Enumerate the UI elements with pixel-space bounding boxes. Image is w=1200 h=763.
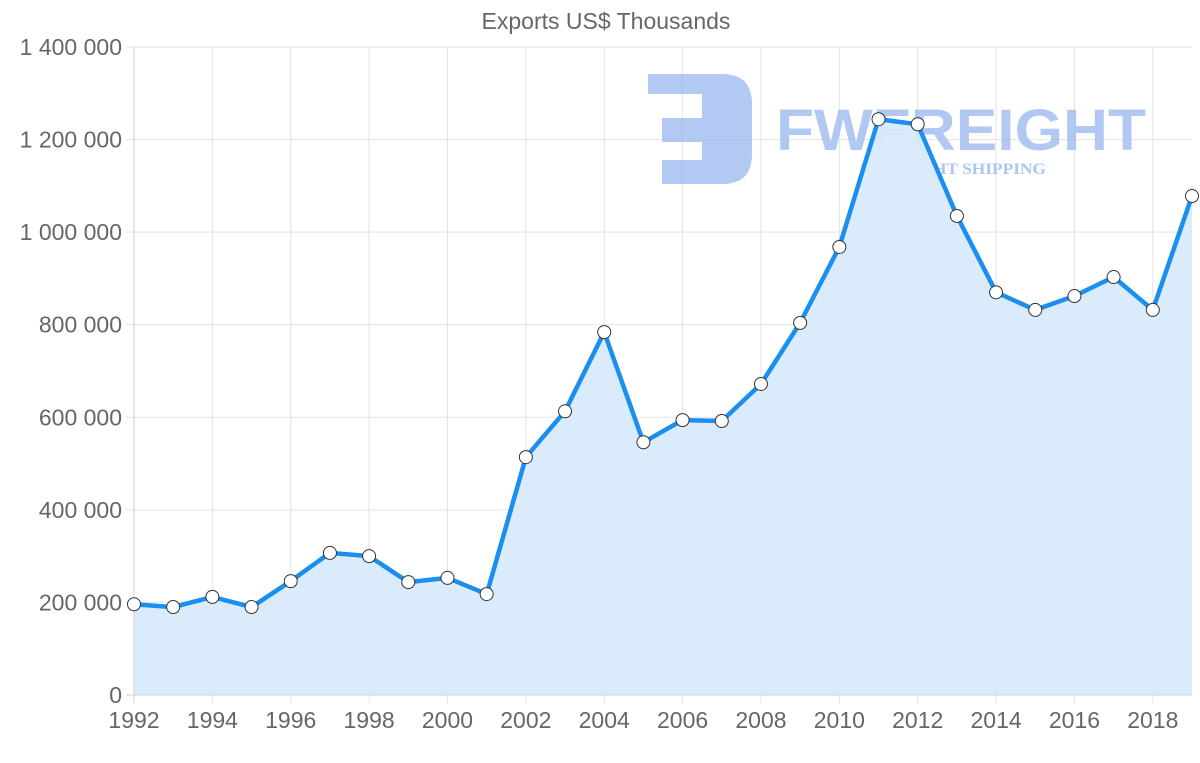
data-point-marker [401, 575, 416, 590]
y-tick-label: 1 400 000 [20, 34, 122, 60]
x-tick-label: 1998 [344, 707, 395, 733]
x-tick-label: 1994 [187, 707, 238, 733]
data-line [131, 116, 1195, 610]
data-point-marker [871, 112, 886, 127]
chart-title: Exports US$ Thousands [482, 8, 731, 34]
data-point-marker [949, 208, 964, 223]
series-line [131, 116, 1195, 610]
data-points [127, 112, 1199, 615]
data-point-marker [362, 549, 377, 564]
area-fill [134, 119, 1192, 695]
watermark-brand: FWFREIGHT [776, 98, 1146, 163]
x-tick-label: 1996 [265, 707, 316, 733]
x-tick-label: 1992 [108, 707, 159, 733]
x-axis-ticks: 1992 1994 1996 1998 2000 2002 2004 2006 2008 2010… [108, 707, 1178, 733]
data-point-marker [283, 574, 298, 589]
y-tick-label: 200 000 [39, 589, 122, 615]
data-point-marker [714, 413, 729, 428]
x-tick-label: 2002 [500, 707, 551, 733]
y-tick-label: 800 000 [39, 312, 122, 338]
y-tick-label: 1 000 000 [20, 219, 122, 245]
data-point-marker [1145, 302, 1160, 317]
x-tick-label: 2018 [1127, 707, 1178, 733]
y-tick-label: 0 [109, 682, 122, 708]
x-tick-label: 2000 [422, 707, 473, 733]
data-point-marker [1028, 302, 1043, 317]
data-area [134, 119, 1192, 695]
x-tick-label: 2006 [657, 707, 708, 733]
fwfreight-watermark: FWFREIGHT FREIGHT SHIPPING [648, 74, 1146, 184]
data-point-marker [910, 117, 925, 132]
y-tick-label: 400 000 [39, 497, 122, 523]
data-point-marker [753, 376, 768, 391]
y-tick-label: 600 000 [39, 404, 122, 430]
x-tick-label: 2014 [970, 707, 1021, 733]
data-point-marker [166, 600, 181, 615]
axes [126, 47, 1192, 703]
data-point-marker [675, 413, 690, 428]
x-tick-label: 2016 [1049, 707, 1100, 733]
x-tick-label: 2004 [579, 707, 630, 733]
data-point-marker [205, 589, 220, 604]
data-point-marker [1106, 270, 1121, 285]
data-point-marker [1185, 189, 1199, 204]
data-point-marker [832, 239, 847, 254]
y-tick-label: 1 200 000 [20, 127, 122, 153]
data-point-marker [440, 570, 455, 585]
x-tick-label: 2012 [892, 707, 943, 733]
data-point-marker [518, 450, 533, 465]
data-point-marker [558, 404, 573, 419]
data-point-marker [479, 587, 494, 602]
data-point-marker [989, 285, 1004, 300]
data-point-marker [793, 315, 808, 330]
x-tick-label: 2008 [735, 707, 786, 733]
x-tick-label: 2010 [814, 707, 865, 733]
data-point-marker [597, 325, 612, 340]
data-point-marker [636, 435, 651, 450]
data-point-marker [1067, 289, 1082, 304]
data-point-marker [127, 597, 141, 612]
data-point-marker [322, 545, 337, 560]
y-axis-ticks: 0 200 000 400 000 600 000 800 000 1 000 000 1 … [20, 34, 122, 708]
data-point-marker [244, 600, 259, 615]
fwfreight-logo-icon [648, 74, 752, 184]
